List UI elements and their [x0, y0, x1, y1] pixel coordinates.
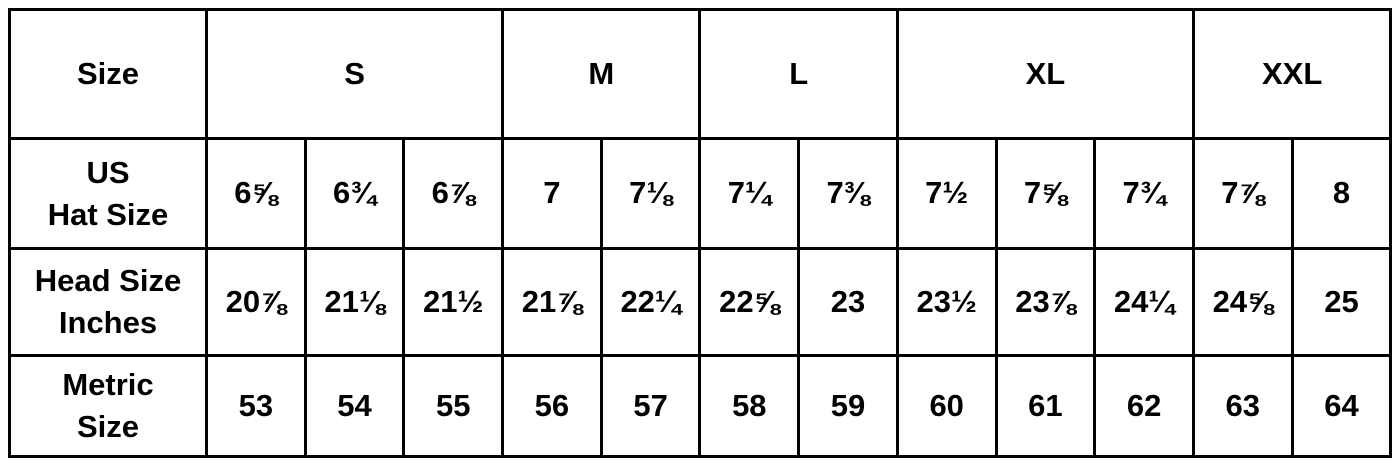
size-value-cell: 7⅛ [599, 137, 702, 250]
size-value-cell: 7¾ [1093, 137, 1195, 250]
size-value-cell: 21⅛ [303, 247, 406, 357]
size-value-cell: 54 [303, 354, 406, 458]
head-size-inches-row: Head Size Inches 20⅞ 21⅛ 21½ 21⅞ 22¼ 22⅝ 23 23½ 2… [8, 247, 1392, 357]
size-value-cell: 25 [1290, 247, 1392, 357]
size-value-cell: 23½ [895, 247, 998, 357]
size-group-s: S [204, 8, 505, 140]
size-value-cell: 59 [797, 354, 899, 458]
size-value-cell: 7⅞ [1191, 137, 1294, 250]
row-label: US Hat Size [8, 137, 208, 250]
size-value-cell: 20⅞ [205, 247, 307, 357]
size-value-cell: 64 [1290, 354, 1392, 458]
size-value-cell: 21½ [402, 247, 505, 357]
header-row: Size S M L XL XXL [8, 8, 1392, 140]
size-value-cell: 24⅝ [1191, 247, 1294, 357]
size-value-cell: 24¼ [1093, 247, 1195, 357]
size-value-cell: 21⅞ [501, 247, 603, 357]
size-value-cell: 62 [1093, 354, 1195, 458]
size-header: Size [8, 8, 208, 140]
row-label: Head Size Inches [8, 247, 208, 357]
size-value-cell: 23 [797, 247, 899, 357]
size-value-cell: 7 [501, 137, 603, 250]
size-value-cell: 53 [205, 354, 307, 458]
size-value-cell: 7½ [895, 137, 998, 250]
size-value-cell: 60 [895, 354, 998, 458]
size-value-cell: 22⅝ [698, 247, 801, 357]
size-value-cell: 55 [402, 354, 505, 458]
size-value-cell: 7⅝ [994, 137, 1097, 250]
size-value-cell: 22¼ [599, 247, 702, 357]
size-value-cell: 57 [599, 354, 702, 458]
size-value-cell: 23⅞ [994, 247, 1097, 357]
size-group-xxl: XXL [1191, 8, 1392, 140]
row-label: Metric Size [8, 354, 208, 458]
size-value-cell: 8 [1290, 137, 1392, 250]
size-value-cell: 6⅞ [402, 137, 505, 250]
size-group-l: L [698, 8, 899, 140]
size-value-cell: 7¼ [698, 137, 801, 250]
size-group-m: M [501, 8, 702, 140]
size-value-cell: 63 [1191, 354, 1294, 458]
size-value-cell: 56 [501, 354, 603, 458]
size-value-cell: 6⅝ [205, 137, 307, 250]
size-group-xl: XL [895, 8, 1195, 140]
size-value-cell: 6¾ [303, 137, 406, 250]
hat-size-chart: Size S M L XL XXL US Hat Size 6⅝ 6¾ 6⅞ 7 7⅛ 7¼ 7⅜ 7½… [8, 8, 1392, 458]
size-value-cell: 58 [698, 354, 801, 458]
metric-size-row: Metric Size 53 54 55 56 57 58 59 60 61 62 63 64 [8, 354, 1392, 458]
size-value-cell: 61 [994, 354, 1097, 458]
us-hat-size-row: US Hat Size 6⅝ 6¾ 6⅞ 7 7⅛ 7¼ 7⅜ 7½ 7⅝ 7¾ 7⅞ 8 [8, 137, 1392, 250]
size-value-cell: 7⅜ [797, 137, 899, 250]
